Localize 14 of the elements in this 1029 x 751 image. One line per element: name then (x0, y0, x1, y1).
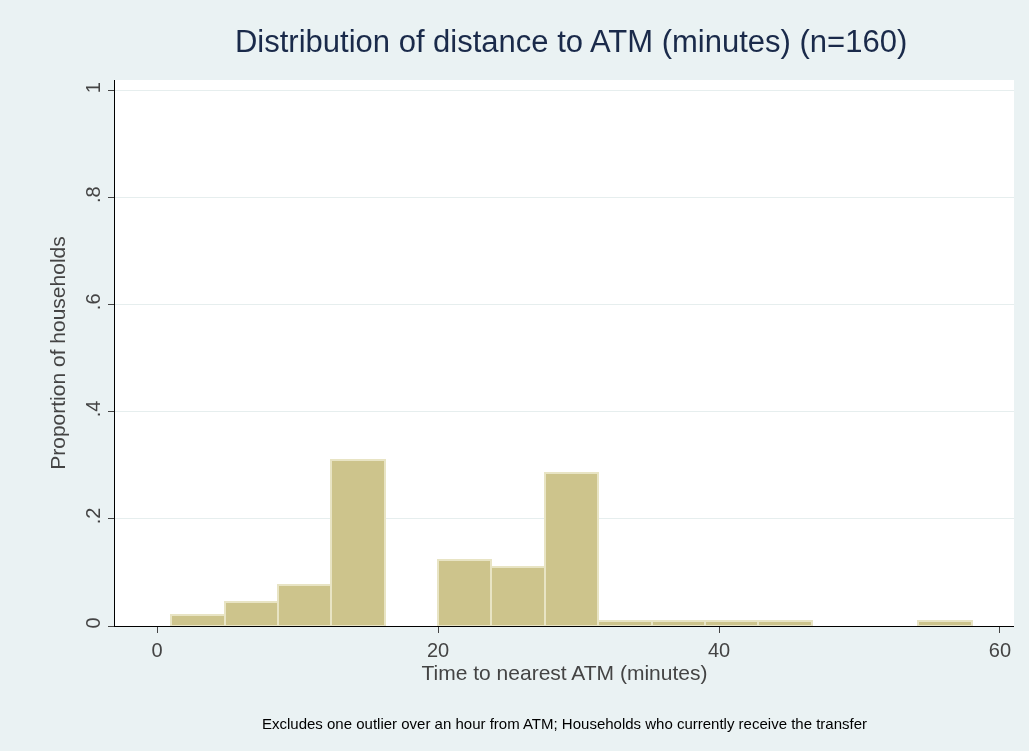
y-tick-label: .8 (82, 186, 104, 204)
x-tick-label: 20 (426, 639, 450, 661)
x-axis-title: Time to nearest ATM (minutes) (421, 661, 708, 684)
y-tick-label: .2 (82, 507, 104, 525)
x-tick-label: 60 (988, 639, 1012, 661)
y-tick-label: 1 (82, 82, 104, 94)
chart-title: Distribution of distance to ATM (minutes) (n=160) (234, 23, 908, 59)
x-tick-label: 40 (707, 639, 731, 661)
y-tick-label: .4 (82, 400, 104, 418)
text: Excludes one outlier over an hour from ATM; Households who currently receive the transfer (262, 715, 868, 732)
y-tick-label: .6 (82, 293, 104, 311)
x-tick-label: 0 (151, 639, 163, 661)
y-axis-title: Proportion of households (46, 236, 70, 470)
y-tick-label: 0 (82, 617, 104, 629)
